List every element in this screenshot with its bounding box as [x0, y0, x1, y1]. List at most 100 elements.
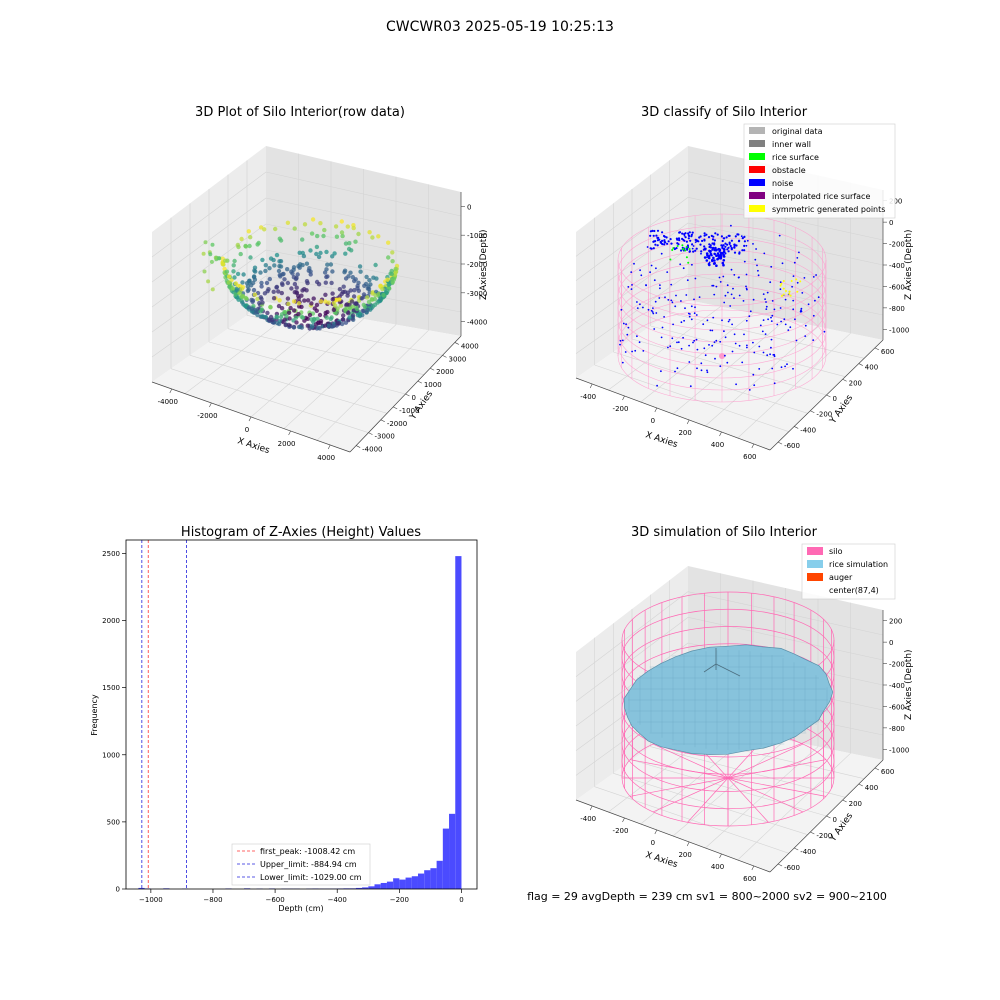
noise-point — [791, 285, 793, 288]
raw-data-point — [290, 271, 295, 276]
noise-point — [727, 291, 729, 294]
noise-point — [680, 249, 683, 252]
raw-data-point — [265, 289, 270, 294]
p4-xtick-mark — [719, 853, 722, 859]
noise-point — [720, 235, 724, 238]
raw-data-point — [258, 270, 263, 275]
noise-point — [698, 236, 701, 239]
raw-data-point — [263, 263, 268, 268]
p4-legend-label: rice simulation — [829, 560, 888, 569]
noise-point — [692, 341, 694, 344]
noise-point — [680, 300, 682, 302]
raw-data-point — [366, 299, 372, 305]
raw-data-point — [354, 306, 360, 312]
noise-point — [704, 247, 707, 251]
noise-point — [654, 243, 657, 246]
noise-point — [754, 258, 757, 261]
panel-simulation: 3D simulation of Silo Interior -400-2000… — [575, 525, 914, 883]
raw-data-point — [302, 298, 307, 303]
noise-point — [670, 299, 673, 302]
raw-data-point — [356, 231, 361, 237]
p2-ztick-label: -400 — [889, 262, 905, 270]
raw-data-point — [288, 305, 293, 311]
noise-point — [748, 389, 751, 391]
p2-ztick-label: 0 — [889, 219, 893, 227]
raw-data-point — [371, 275, 376, 280]
raw-data-point — [386, 255, 391, 260]
p4-xtick-label: 600 — [743, 875, 756, 883]
noise-point — [694, 277, 697, 280]
noise-point — [738, 294, 741, 297]
noise-point — [746, 346, 748, 349]
noise-point — [712, 262, 716, 265]
noise-point — [733, 274, 736, 276]
noise-point — [688, 315, 691, 318]
silo-floor-spoke — [630, 777, 729, 797]
noise-point — [698, 296, 701, 298]
noise-point — [703, 256, 707, 259]
p1-ytick-label: -4000 — [362, 446, 382, 454]
noise-point — [709, 253, 713, 256]
raw-data-point — [291, 308, 297, 313]
noise-point — [757, 274, 760, 277]
p3-xtick-label: −800 — [203, 896, 222, 904]
raw-data-point — [309, 231, 315, 236]
raw-data-point — [227, 274, 232, 279]
noise-point — [722, 275, 725, 278]
raw-data-point — [238, 251, 243, 257]
noise-point — [658, 238, 661, 241]
noise-point — [771, 314, 774, 317]
noise-point — [794, 318, 796, 321]
p2-legend-swatch — [749, 166, 765, 173]
noise-point — [704, 354, 707, 357]
raw-data-point — [390, 259, 395, 264]
raw-data-point — [277, 298, 282, 303]
noise-point — [736, 233, 739, 236]
noise-point — [655, 267, 657, 270]
noise-point — [746, 239, 749, 242]
raw-data-point — [330, 297, 335, 302]
noise-point — [684, 232, 687, 235]
noise-point — [740, 235, 743, 238]
x-axis-line — [575, 799, 771, 873]
histogram-bar — [417, 873, 425, 889]
histogram-bar — [455, 556, 462, 889]
noise-point — [745, 285, 747, 288]
noise-point — [743, 260, 746, 263]
noise-point — [653, 328, 656, 330]
raw-data-point — [341, 317, 346, 322]
raw-data-point — [316, 325, 321, 330]
p2-ytick-mark — [810, 410, 815, 413]
raw-data-point — [326, 323, 331, 328]
raw-data-point — [343, 307, 348, 312]
noise-point — [688, 250, 691, 253]
noise-point — [694, 249, 697, 252]
panel-raw-data: 3D Plot of Silo Interior(row data) -4000… — [151, 105, 489, 462]
noise-point — [709, 329, 712, 332]
raw-data-point — [206, 279, 211, 284]
raw-data-point — [362, 283, 367, 288]
noise-point — [703, 245, 706, 248]
raw-data-point — [364, 274, 369, 280]
p2-ytick-mark — [874, 347, 880, 351]
noise-point — [786, 363, 788, 366]
p1-ztick-label: -4000 — [467, 319, 487, 327]
raw-data-point — [300, 315, 306, 320]
p4-legend-swatch — [807, 547, 823, 555]
raw-data-point — [390, 250, 395, 255]
noise-point — [719, 365, 722, 368]
histogram-bar — [374, 884, 381, 889]
noise-point — [700, 369, 703, 372]
raw-data-point — [324, 315, 329, 320]
p2-ytick-mark — [826, 394, 831, 398]
noise-point — [733, 246, 736, 249]
raw-data-point — [240, 300, 245, 305]
noise-point — [757, 269, 759, 272]
floor-pane — [152, 302, 461, 452]
p2-ytick-mark — [777, 441, 783, 445]
symmetric-point — [782, 293, 785, 296]
noise-point — [693, 312, 696, 315]
p3-legend-label: first_peak: -1008.42 cm — [260, 847, 355, 856]
raw-data-point — [322, 323, 328, 328]
